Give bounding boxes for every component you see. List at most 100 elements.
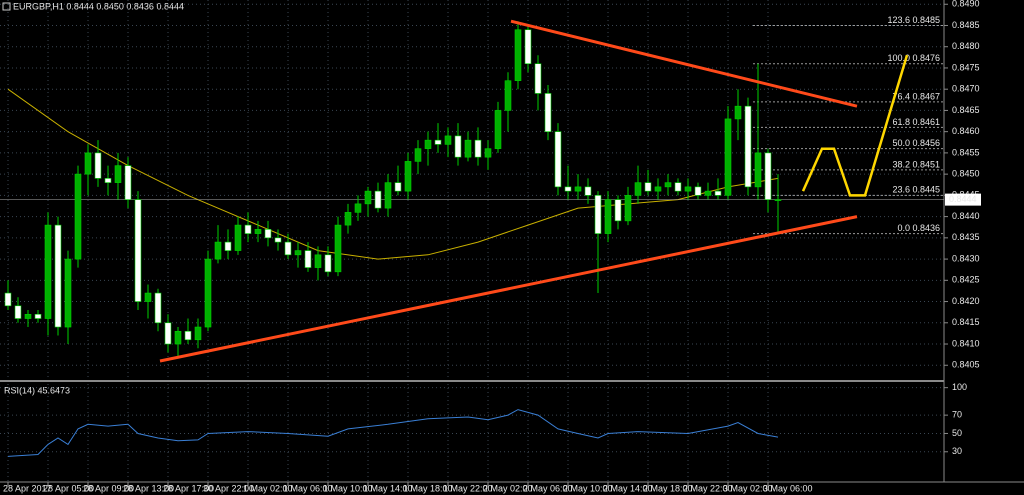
fibo-label: 38.2 0.8451 bbox=[892, 159, 940, 169]
candle-body bbox=[104, 178, 112, 183]
current-price-tag bbox=[945, 193, 981, 206]
candle-body bbox=[384, 182, 392, 209]
current-price-label: 0.8444 bbox=[949, 194, 977, 204]
candle-body bbox=[474, 139, 482, 158]
fibo-label: 123.6 0.8485 bbox=[887, 15, 940, 25]
candle-body bbox=[14, 305, 22, 319]
candle-body bbox=[164, 322, 172, 345]
candle-body bbox=[464, 139, 472, 158]
candle-body bbox=[324, 254, 332, 273]
candle-body bbox=[354, 203, 362, 213]
y-tick-label: 0.8405 bbox=[952, 360, 980, 370]
candle-body bbox=[34, 313, 42, 319]
candle-body bbox=[284, 241, 292, 256]
candle-body bbox=[394, 182, 402, 192]
candle-body bbox=[424, 139, 432, 149]
x-tick-label: 1 May 18:00 bbox=[403, 483, 453, 493]
y-tick-label: 0.8490 bbox=[952, 0, 980, 9]
candle-body bbox=[84, 152, 92, 175]
candle-body bbox=[704, 190, 712, 196]
candle-body bbox=[144, 292, 152, 302]
candle-body bbox=[584, 186, 592, 196]
x-tick-label: 2 May 06:00 bbox=[523, 483, 573, 493]
y-tick-label: 0.8475 bbox=[952, 62, 980, 72]
x-tick-label: 2 May 14:00 bbox=[603, 483, 653, 493]
y-tick-label: 0.8460 bbox=[952, 126, 980, 136]
candle-body bbox=[24, 313, 32, 319]
candle-body bbox=[154, 292, 162, 324]
candle-body bbox=[604, 199, 612, 234]
y-tick-label: 100 bbox=[952, 382, 967, 392]
candle-body bbox=[524, 29, 532, 65]
candle-body bbox=[454, 135, 462, 158]
fibo-label: 23.6 0.8445 bbox=[892, 185, 940, 195]
y-tick-label: 0.8465 bbox=[952, 105, 980, 115]
x-tick-label: 2 May 22:00 bbox=[683, 483, 733, 493]
candle-body bbox=[274, 237, 282, 243]
candle-body bbox=[294, 250, 302, 256]
moving-average bbox=[7, 88, 779, 260]
candle-body bbox=[714, 190, 722, 196]
candle-body bbox=[614, 199, 622, 222]
y-tick-label: 0.8435 bbox=[952, 232, 980, 242]
x-tick-label: 2 May 10:00 bbox=[563, 483, 613, 493]
x-tick-label: 28 Apr 05:00 bbox=[43, 483, 94, 493]
candle-body bbox=[224, 241, 232, 251]
candle-body bbox=[254, 229, 262, 234]
candle-body bbox=[114, 165, 122, 183]
candle-body bbox=[184, 330, 192, 341]
y-tick-label: 0.8420 bbox=[952, 296, 980, 306]
x-tick-label: 3 May 02:00 bbox=[723, 483, 773, 493]
fibo-label: 61.8 0.8461 bbox=[892, 117, 940, 127]
y-tick-label: 0.8415 bbox=[952, 317, 980, 327]
candle-body bbox=[134, 199, 142, 302]
rsi-title: RSI(14) 45.6473 bbox=[4, 385, 70, 395]
candle-body bbox=[434, 139, 442, 145]
candle-body bbox=[574, 186, 582, 192]
y-tick-label: 0.8455 bbox=[952, 147, 980, 157]
candle-body bbox=[344, 212, 352, 226]
candle-body bbox=[644, 182, 652, 192]
candle-body bbox=[334, 224, 342, 273]
candle-body bbox=[724, 118, 732, 196]
candle-body bbox=[554, 131, 562, 188]
candle-body bbox=[264, 229, 272, 239]
x-tick-label: 28 Apr 2017 bbox=[3, 483, 52, 493]
fibo-label: 0.0 0.8436 bbox=[897, 223, 940, 233]
x-tick-label: 1 May 02:00 bbox=[243, 483, 293, 493]
candle-body bbox=[364, 190, 372, 205]
candle-body bbox=[754, 152, 762, 188]
candle-body bbox=[74, 173, 82, 260]
y-tick-label: 30 bbox=[952, 446, 962, 456]
fibo-label: 50.0 0.8456 bbox=[892, 138, 940, 148]
y-tick-label: 0.8410 bbox=[952, 338, 980, 348]
x-tick-label: 30 Apr 22:00 bbox=[203, 483, 254, 493]
candle-body bbox=[94, 152, 102, 179]
candle-body bbox=[624, 195, 632, 222]
y-tick-label: 0.8425 bbox=[952, 275, 980, 285]
fibo-label: 76.4 0.8467 bbox=[892, 91, 940, 101]
candle-body bbox=[4, 292, 12, 307]
fibo-label: 100.0 0.8476 bbox=[887, 53, 940, 63]
x-tick-label: 28 Apr 09:00 bbox=[83, 483, 134, 493]
candle-body bbox=[774, 199, 782, 201]
candle-body bbox=[404, 161, 412, 192]
candle-body bbox=[214, 241, 222, 260]
y-tick-label: 0.8430 bbox=[952, 253, 980, 263]
x-tick-label: 2 May 18:00 bbox=[643, 483, 693, 493]
candle-body bbox=[374, 190, 382, 209]
y-tick-label: 0.8470 bbox=[952, 84, 980, 94]
y-tick-label: 70 bbox=[952, 410, 962, 420]
candle-body bbox=[544, 93, 552, 132]
candle-body bbox=[174, 330, 182, 345]
x-tick-label: 28 Apr 17:00 bbox=[163, 483, 214, 493]
candle-body bbox=[414, 148, 422, 162]
candle-body bbox=[44, 224, 52, 319]
trend-line bbox=[510, 19, 858, 108]
candle-body bbox=[54, 224, 62, 328]
candle-body bbox=[564, 186, 572, 192]
trend-line bbox=[159, 215, 858, 363]
y-tick-label: 0.8480 bbox=[952, 41, 980, 51]
